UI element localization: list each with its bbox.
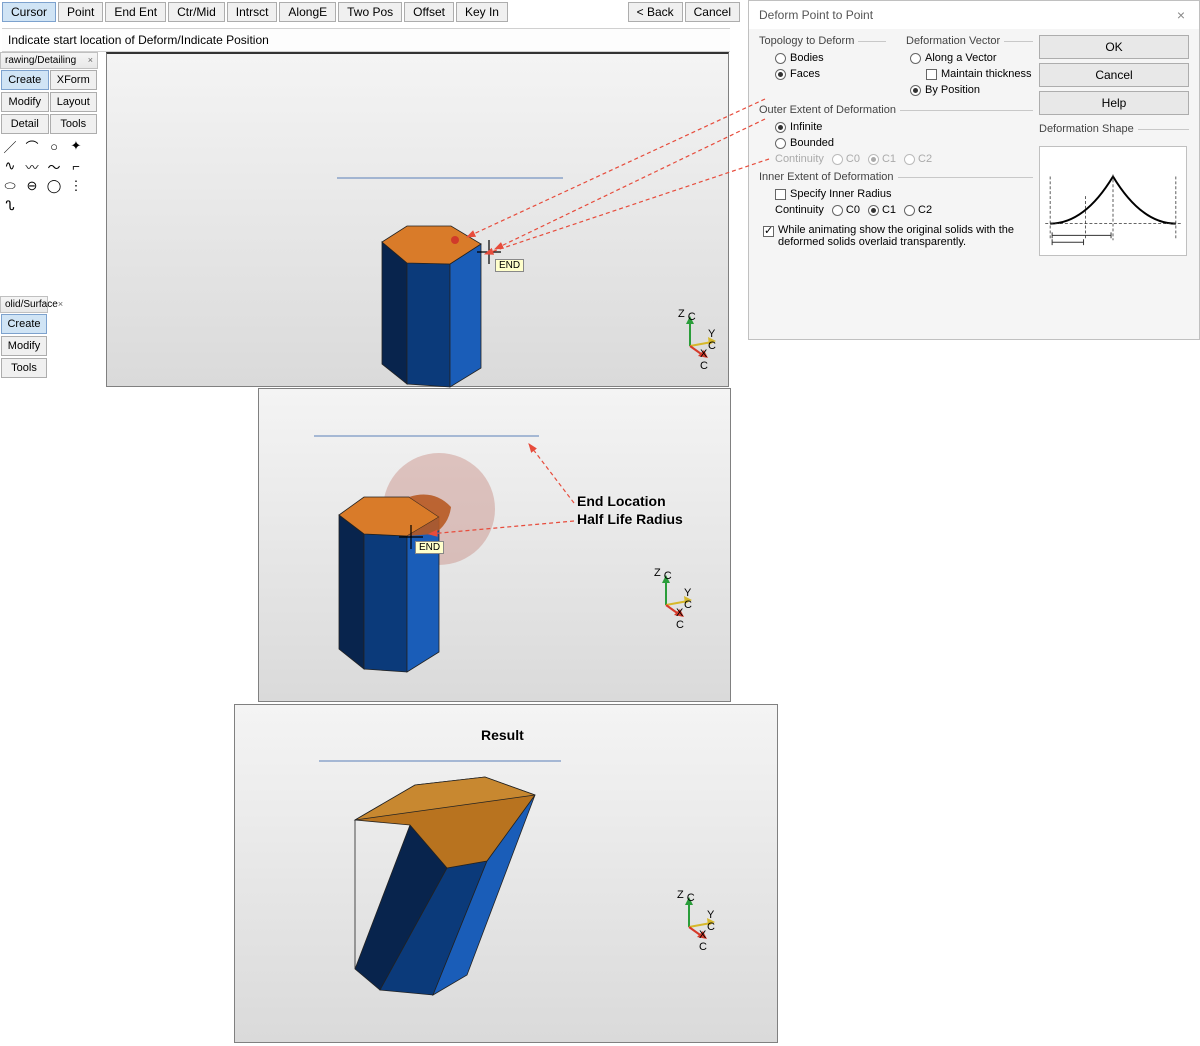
bounded-radio[interactable]: Bounded: [759, 135, 1033, 151]
layout-button[interactable]: Layout: [50, 92, 98, 112]
close-icon[interactable]: ×: [88, 55, 93, 66]
tools-button[interactable]: Tools: [1, 358, 47, 378]
modify-button[interactable]: Modify: [1, 92, 49, 112]
outer-c2-radio: C2: [904, 153, 932, 165]
coord-axes: Z C Y C X C: [654, 571, 694, 619]
point-icon[interactable]: ✦: [66, 137, 86, 155]
create-button[interactable]: Create: [1, 70, 49, 90]
maintain-check[interactable]: Maintain thickness: [906, 66, 1033, 82]
drawing-panel-title: rawing/Detailing ×: [0, 52, 98, 69]
ctrmid-button[interactable]: Ctr/Mid: [168, 2, 225, 22]
tools-button[interactable]: Tools: [50, 114, 98, 134]
cursor-button[interactable]: Cursor: [2, 2, 56, 22]
solid-panel: olid/Surface × Create Modify Tools: [0, 296, 48, 379]
dots-icon[interactable]: ⋮: [66, 177, 86, 195]
infinite-radio[interactable]: Infinite: [759, 119, 1033, 135]
help-button[interactable]: Help: [1039, 91, 1189, 115]
end-tag: END: [415, 541, 444, 554]
ok-button[interactable]: OK: [1039, 35, 1189, 59]
corner-icon[interactable]: ⌐: [66, 157, 86, 175]
offset-button[interactable]: Offset: [404, 2, 454, 22]
keyin-button[interactable]: Key In: [456, 2, 508, 22]
outer-c0-radio: C0: [832, 153, 860, 165]
dialog-cancel-button[interactable]: Cancel: [1039, 63, 1189, 87]
animate-check[interactable]: While animating show the original solids…: [759, 222, 1033, 250]
bodies-radio[interactable]: Bodies: [759, 50, 886, 66]
solid-panel-title: olid/Surface ×: [0, 296, 48, 313]
drawing-panel: rawing/Detailing × Create XForm Modify L…: [0, 52, 98, 217]
outer-c1-radio: C1: [868, 153, 896, 165]
intrsct-button[interactable]: Intrsct: [227, 2, 278, 22]
specifyinner-check[interactable]: Specify Inner Radius: [759, 186, 1033, 202]
endent-button[interactable]: End Ent: [105, 2, 166, 22]
curve-icon[interactable]: 〜: [44, 157, 64, 175]
detail-button[interactable]: Detail: [1, 114, 49, 134]
coord-axes: Z C Y C X C: [678, 312, 718, 360]
viewport-1[interactable]: END Z C Y C X C: [106, 52, 729, 387]
inner-c2-radio[interactable]: C2: [904, 204, 932, 216]
outer-group-label: Outer Extent of Deformation: [759, 104, 1033, 116]
spline-icon[interactable]: ∿: [0, 157, 20, 175]
twopos-button[interactable]: Two Pos: [338, 2, 402, 22]
wave-icon[interactable]: 〰: [22, 157, 42, 175]
viewport-2[interactable]: END End Location Half Life Radius Z C Y …: [258, 388, 731, 702]
modify-button[interactable]: Modify: [1, 336, 47, 356]
faces-radio[interactable]: Faces: [759, 66, 886, 82]
deform-dialog: Deform Point to Point × Topology to Defo…: [748, 0, 1200, 340]
hint-bar: Indicate start location of Deform/Indica…: [2, 28, 730, 52]
arc-icon[interactable]: ⌒: [22, 137, 42, 155]
tool-icon-grid: ／ ⌒ ○ ✦ ∿ 〰 〜 ⌐ ⬭ ⊖ ◯ ⋮ ᔐ: [0, 135, 98, 217]
solid-panel-label: olid/Surface: [5, 299, 58, 310]
circle-icon[interactable]: ○: [44, 137, 64, 155]
close-icon[interactable]: ×: [58, 299, 63, 310]
point-button[interactable]: Point: [58, 2, 103, 22]
drawing-panel-label: rawing/Detailing: [5, 55, 76, 66]
cancel-button[interactable]: Cancel: [685, 2, 740, 22]
bypos-radio[interactable]: By Position: [906, 82, 1033, 98]
shape-preview: [1039, 146, 1187, 256]
coord-axes: Z C Y C X C: [677, 893, 717, 941]
endloc-label: End Location: [577, 493, 666, 509]
shape-group-label: Deformation Shape: [1039, 123, 1189, 135]
dialog-title: Deform Point to Point: [759, 8, 873, 22]
continuity-label: Continuity: [775, 153, 824, 165]
back-button[interactable]: < Back: [628, 2, 683, 22]
create-button[interactable]: Create: [1, 314, 47, 334]
defvec-group-label: Deformation Vector: [906, 35, 1033, 47]
xform-button[interactable]: XForm: [50, 70, 98, 90]
alonge-button[interactable]: AlongE: [279, 2, 336, 22]
oval-icon[interactable]: ⊖: [22, 177, 42, 195]
along-radio[interactable]: Along a Vector: [906, 50, 1033, 66]
inner-group-label: Inner Extent of Deformation: [759, 171, 1033, 183]
line-icon[interactable]: ／: [0, 137, 20, 155]
topology-group-label: Topology to Deform: [759, 35, 886, 47]
command-bar: Cursor Point End Ent Ctr/Mid Intrsct Alo…: [2, 2, 740, 22]
sketch-icon[interactable]: ᔐ: [0, 197, 20, 215]
inner-c0-radio[interactable]: C0: [832, 204, 860, 216]
ring-icon[interactable]: ◯: [44, 177, 64, 195]
ellipse-icon[interactable]: ⬭: [0, 177, 20, 195]
halflife-label: Half Life Radius: [577, 511, 683, 527]
close-icon[interactable]: ×: [1173, 7, 1189, 23]
viewport-3[interactable]: Result Z C Y C X C: [234, 704, 778, 1043]
inner-c1-radio[interactable]: C1: [868, 204, 896, 216]
continuity-label: Continuity: [775, 204, 824, 216]
